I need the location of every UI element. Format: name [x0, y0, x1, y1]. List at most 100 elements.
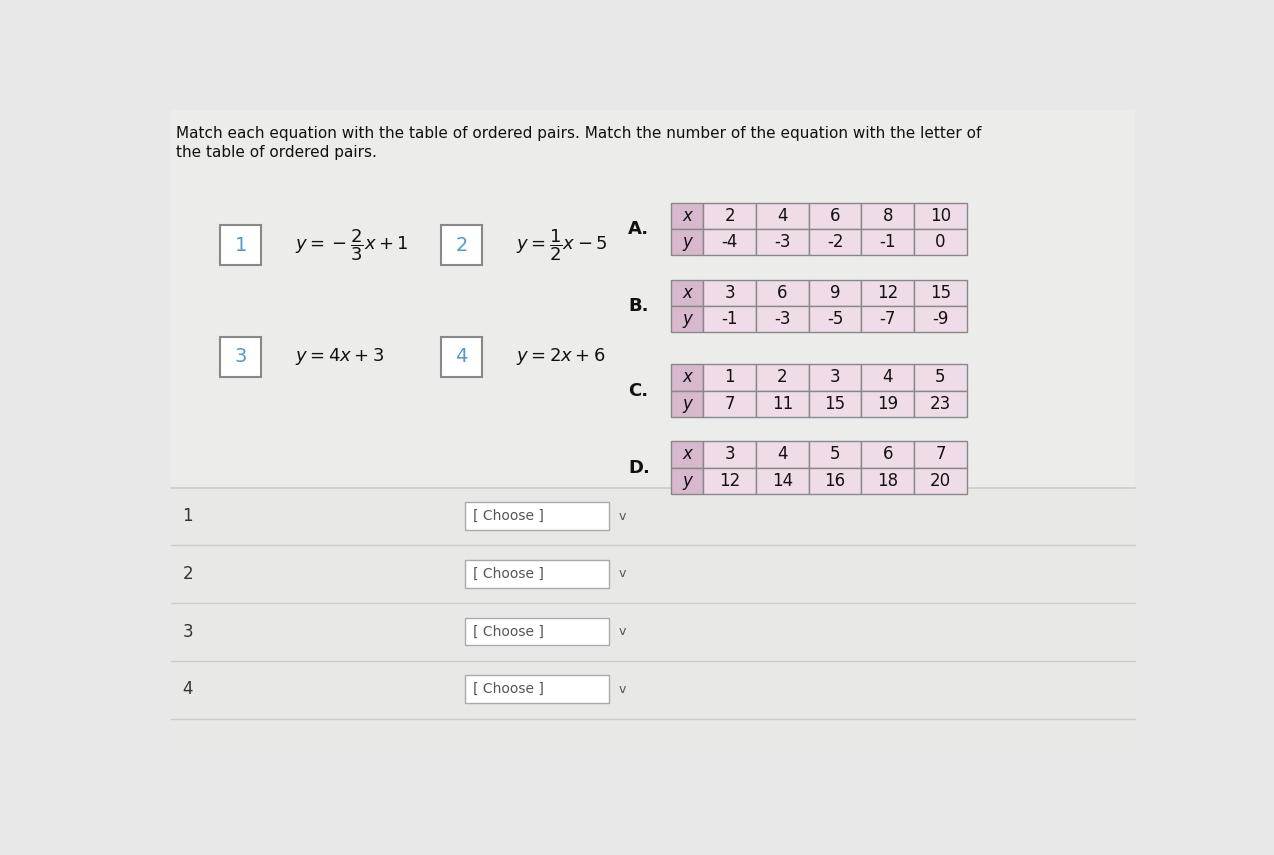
- Text: C.: C.: [628, 381, 648, 399]
- Text: 4: 4: [777, 207, 787, 225]
- Text: -2: -2: [827, 233, 843, 251]
- Text: -9: -9: [933, 310, 949, 328]
- Text: -7: -7: [879, 310, 896, 328]
- Bar: [670, 364, 703, 391]
- Bar: [703, 229, 755, 255]
- Text: -3: -3: [775, 310, 791, 328]
- Text: -1: -1: [879, 233, 896, 251]
- Text: 23: 23: [930, 395, 952, 413]
- Bar: [915, 306, 967, 332]
- Bar: [670, 468, 703, 493]
- Bar: [220, 337, 261, 377]
- Text: 3: 3: [182, 622, 194, 640]
- Text: 3: 3: [829, 369, 841, 386]
- Bar: [915, 280, 967, 306]
- Text: v: v: [619, 568, 627, 581]
- Text: 2: 2: [777, 369, 787, 386]
- Bar: [465, 675, 609, 703]
- Bar: [809, 229, 861, 255]
- Text: [ Choose ]: [ Choose ]: [473, 625, 544, 639]
- Bar: [809, 468, 861, 493]
- Text: -5: -5: [827, 310, 843, 328]
- Text: 2: 2: [725, 207, 735, 225]
- Text: 15: 15: [930, 284, 950, 302]
- Text: -3: -3: [775, 233, 791, 251]
- Text: $y = \dfrac{1}{2}x - 5$: $y = \dfrac{1}{2}x - 5$: [516, 227, 608, 262]
- Text: 11: 11: [772, 395, 792, 413]
- Bar: [670, 441, 703, 468]
- Text: B.: B.: [628, 297, 648, 315]
- Text: y: y: [682, 395, 692, 413]
- Bar: [861, 468, 915, 493]
- Bar: [465, 617, 609, 646]
- FancyBboxPatch shape: [171, 110, 1135, 484]
- Text: [ Choose ]: [ Choose ]: [473, 567, 544, 581]
- Bar: [703, 364, 755, 391]
- Bar: [755, 280, 809, 306]
- Bar: [441, 337, 482, 377]
- Bar: [861, 364, 915, 391]
- Bar: [703, 468, 755, 493]
- Bar: [670, 280, 703, 306]
- Text: 7: 7: [935, 445, 945, 463]
- Text: 5: 5: [829, 445, 841, 463]
- Bar: [809, 364, 861, 391]
- Bar: [441, 225, 482, 265]
- Text: 6: 6: [883, 445, 893, 463]
- Bar: [861, 306, 915, 332]
- Bar: [809, 391, 861, 416]
- Text: 18: 18: [878, 472, 898, 490]
- Text: [ Choose ]: [ Choose ]: [473, 682, 544, 696]
- Text: 10: 10: [930, 207, 950, 225]
- Bar: [755, 306, 809, 332]
- Bar: [861, 203, 915, 229]
- Bar: [670, 203, 703, 229]
- Text: y: y: [682, 472, 692, 490]
- Text: 4: 4: [182, 681, 192, 699]
- Text: 2: 2: [182, 565, 194, 583]
- Bar: [755, 229, 809, 255]
- Text: 0: 0: [935, 233, 945, 251]
- Text: D.: D.: [628, 458, 650, 476]
- Bar: [670, 229, 703, 255]
- Bar: [703, 441, 755, 468]
- Bar: [755, 203, 809, 229]
- Bar: [809, 306, 861, 332]
- Text: x: x: [682, 445, 692, 463]
- Text: 1: 1: [725, 369, 735, 386]
- Bar: [915, 391, 967, 416]
- Text: 14: 14: [772, 472, 792, 490]
- Text: -1: -1: [721, 310, 738, 328]
- FancyBboxPatch shape: [171, 487, 1135, 753]
- Bar: [220, 225, 261, 265]
- Text: v: v: [619, 683, 627, 696]
- Text: 20: 20: [930, 472, 950, 490]
- Bar: [755, 391, 809, 416]
- Text: 1: 1: [234, 235, 247, 255]
- Bar: [755, 468, 809, 493]
- Text: 12: 12: [877, 284, 898, 302]
- Bar: [915, 441, 967, 468]
- Bar: [915, 468, 967, 493]
- Bar: [670, 391, 703, 416]
- Bar: [915, 203, 967, 229]
- Text: 15: 15: [824, 395, 846, 413]
- Text: y: y: [682, 310, 692, 328]
- Bar: [915, 364, 967, 391]
- Bar: [703, 306, 755, 332]
- Text: 4: 4: [883, 369, 893, 386]
- Text: 6: 6: [829, 207, 841, 225]
- Text: v: v: [619, 510, 627, 522]
- Text: 3: 3: [725, 445, 735, 463]
- Text: 4: 4: [455, 347, 468, 366]
- Text: 7: 7: [725, 395, 735, 413]
- Text: -4: -4: [721, 233, 738, 251]
- Text: 4: 4: [777, 445, 787, 463]
- Bar: [670, 306, 703, 332]
- Text: $y = 4x + 3$: $y = 4x + 3$: [294, 346, 385, 367]
- Bar: [465, 560, 609, 587]
- Text: 19: 19: [878, 395, 898, 413]
- Bar: [465, 502, 609, 530]
- Bar: [755, 364, 809, 391]
- Bar: [703, 391, 755, 416]
